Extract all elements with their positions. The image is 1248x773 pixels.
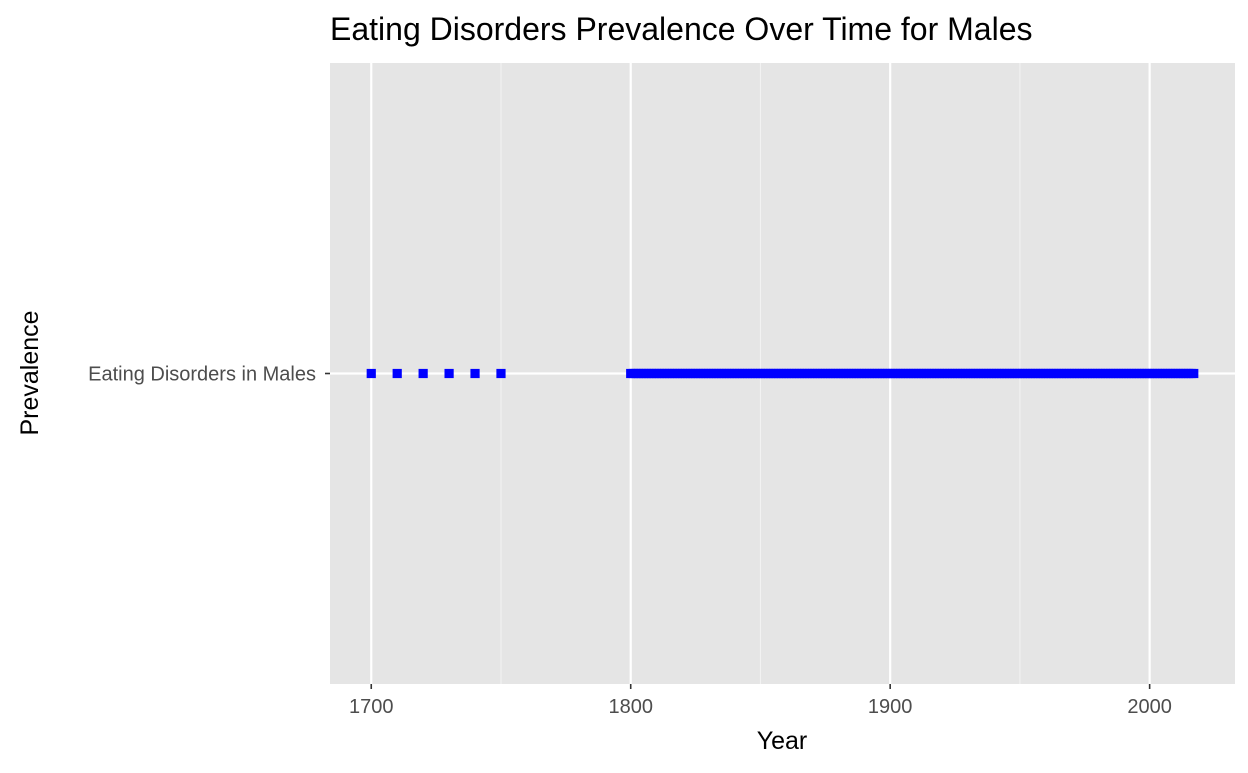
x-axis-title: Year — [757, 727, 808, 755]
x-tick-label: 1800 — [608, 696, 653, 718]
data-point — [418, 368, 428, 379]
x-axis: 1700 1800 1900 2000 — [349, 684, 1172, 718]
data-point — [392, 368, 402, 379]
data-point — [470, 368, 480, 379]
chart-title: Eating Disorders Prevalence Over Time fo… — [330, 11, 1032, 47]
data-point — [496, 368, 506, 379]
data-points — [366, 368, 1199, 379]
data-point — [1189, 368, 1199, 379]
x-tick-label: 1700 — [349, 696, 394, 718]
y-tick-label: Eating Disorders in Males — [88, 364, 316, 386]
x-tick-label: 1900 — [868, 696, 913, 718]
x-tick-label: 2000 — [1127, 696, 1172, 718]
data-point — [366, 368, 376, 379]
y-axis-title: Prevalence — [16, 310, 44, 435]
y-axis: Eating Disorders in Males — [88, 364, 330, 386]
data-point — [444, 368, 454, 379]
